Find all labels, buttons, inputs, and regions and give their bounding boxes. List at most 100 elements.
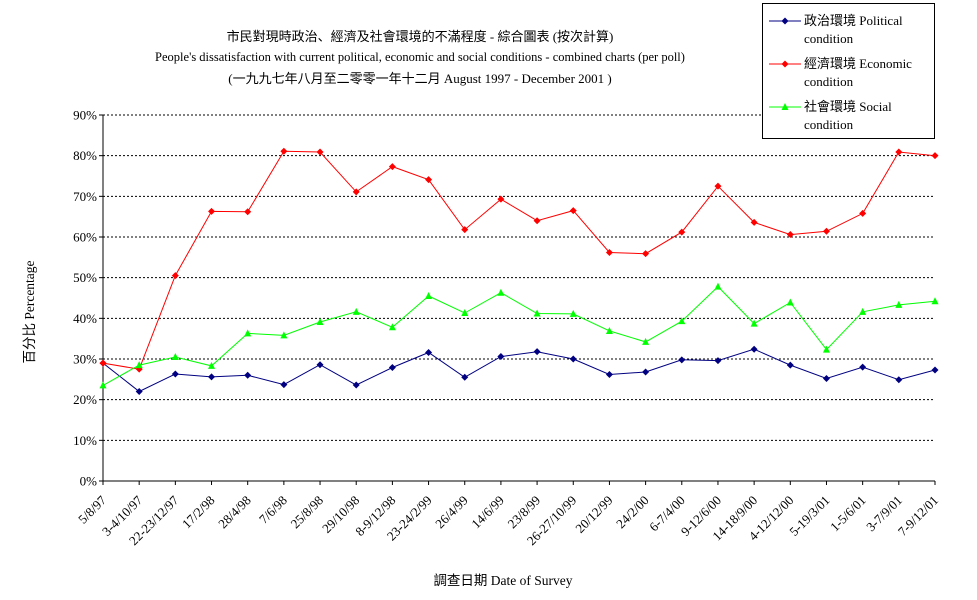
data-point-economic [642,250,650,258]
legend-item-social: 社會環境 Social condition [763,92,934,134]
data-point-social [171,352,179,360]
data-point-social [280,331,288,339]
y-tick-label: 20% [73,392,97,407]
series-line-economic [102,150,936,370]
data-point-economic [822,227,830,235]
data-point-political [895,376,903,384]
data-point-social [244,329,252,337]
data-point-economic [859,209,867,217]
y-axis-title: 百分比 Percentage [22,260,37,363]
series-economic [99,147,939,373]
data-point-political [497,353,505,361]
data-point-economic [171,272,179,280]
legend-label-social: 社會環境 Social condition [804,99,892,132]
data-point-economic [244,208,252,216]
x-tick-label: 24/2/00 [613,493,652,532]
chart-legend: 政治環境 Political condition 經濟環境 Economic c… [762,3,935,139]
data-point-economic [425,176,433,184]
data-point-economic [497,195,505,203]
data-point-social [352,307,360,315]
data-point-social [388,323,396,331]
legend-point [781,103,789,110]
data-point-social [569,309,577,317]
data-point-economic [605,248,613,256]
x-tick-label: 5-19/3/01 [786,493,832,539]
data-point-political [750,345,758,353]
data-point-social [859,307,867,315]
data-point-economic [388,163,396,171]
data-point-political [280,381,288,389]
y-tick-label: 70% [73,189,97,204]
chart-title-en: People's dissatisfaction with current po… [155,50,685,64]
y-tick-label: 80% [73,148,97,163]
data-point-political [931,366,939,374]
data-point-social [931,297,939,305]
data-point-social [135,361,143,369]
x-tick-label: 26/4/99 [432,493,471,532]
series-line-social [102,285,936,386]
data-point-social [605,326,613,334]
x-tick-label: 7/6/98 [256,493,290,527]
data-point-political [171,370,179,378]
data-point-economic [895,148,903,156]
data-point-social [786,298,794,306]
legend-marker-social [769,103,801,110]
data-point-social [461,309,469,317]
data-point-social [533,309,541,317]
legend-label-economic: 經濟環境 Economic condition [804,56,912,89]
legend-point [781,60,789,68]
data-point-political [208,373,216,381]
data-point-political [678,356,686,364]
data-point-social [750,319,758,327]
data-point-social [208,361,216,369]
data-point-political [714,357,722,365]
data-point-economic [714,182,722,190]
data-point-political [642,368,650,376]
x-tick-label: 14/6/99 [468,493,507,532]
data-point-political [786,361,794,369]
data-point-political [859,363,867,371]
data-point-political [425,348,433,356]
x-tick-label: 20/12/99 [572,493,615,536]
data-point-social [425,291,433,299]
data-point-political [461,373,469,381]
data-point-economic [352,188,360,196]
data-point-economic [99,359,107,367]
data-point-political [569,355,577,363]
data-point-economic [533,217,541,225]
data-point-economic [786,231,794,239]
data-point-social [714,282,722,290]
data-point-political [316,361,324,369]
y-tick-label: 40% [73,311,97,326]
legend-label-political: 政治環境 Political condition [804,13,903,46]
data-point-social [895,300,903,308]
x-tick-label: 28/4/98 [215,493,254,532]
data-point-political [533,348,541,356]
data-point-political [388,364,396,372]
data-point-social [678,317,686,325]
data-point-political [822,375,830,383]
x-tick-label: 7-9/12/01 [895,493,941,539]
y-tick-label: 30% [73,352,97,367]
chart-title-zh: 市民對現時政治、經濟及社會環境的不滿程度 - 綜合圖表 (按次計算) [226,29,614,44]
x-tick-label: 5/8/97 [75,492,109,526]
x-axis-title: 調查日期 Date of Survey [433,573,572,588]
chart-subtitle: (一九九七年八月至二零零一年十二月 August 1997 - December… [228,71,612,86]
legend-item-economic: 經濟環境 Economic condition [763,49,934,91]
data-point-economic [678,228,686,236]
data-point-political [244,371,252,379]
legend-marker-economic [769,60,801,68]
data-point-social [642,337,650,345]
data-point-economic [208,207,216,215]
data-point-social [822,345,830,353]
series-line-political [102,348,936,393]
data-point-political [135,388,143,396]
legend-item-political: 政治環境 Political condition [763,6,934,48]
data-point-social [497,288,505,296]
data-point-social [99,381,107,389]
series-social [99,282,939,389]
data-point-economic [569,207,577,215]
legend-point [781,17,789,25]
y-tick-label: 0% [80,474,98,489]
